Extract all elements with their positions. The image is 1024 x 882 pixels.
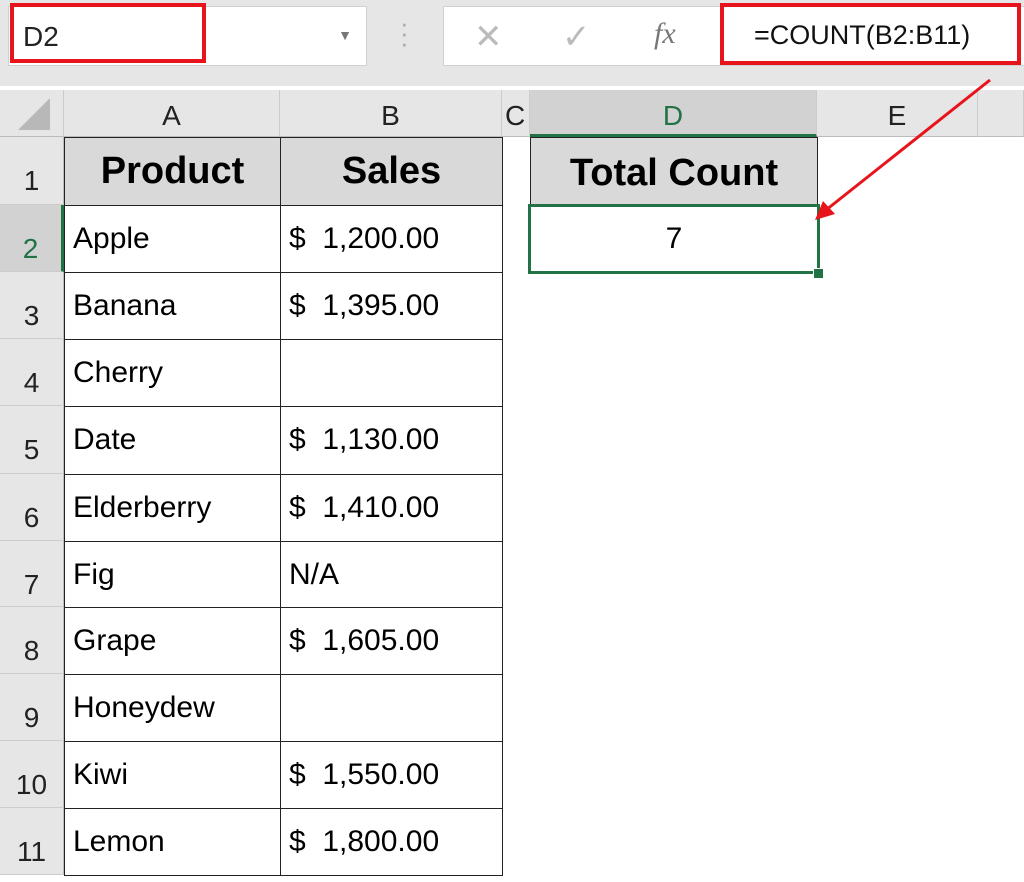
fill-handle[interactable] (813, 268, 824, 279)
row-header-10[interactable]: 10 (0, 741, 64, 808)
row-header-5[interactable]: 5 (0, 406, 64, 474)
row-header-3[interactable]: 3 (0, 272, 64, 339)
product-header[interactable]: Product (64, 137, 281, 206)
row-header-2[interactable]: 2 (0, 205, 64, 272)
x-icon[interactable]: ✕ (474, 18, 503, 56)
sales-cell[interactable]: $ 1,200.00 (280, 205, 503, 273)
product-cell[interactable]: Lemon (64, 808, 281, 876)
sales-cell[interactable]: $ 1,550.00 (280, 741, 503, 809)
fx-icon[interactable]: fx (654, 17, 676, 50)
name-box-value: D2 (23, 21, 59, 52)
select-all-corner[interactable] (0, 90, 64, 137)
column-header-e[interactable]: E (817, 90, 978, 137)
formula-bar: D2 ▼ · · · ✕ ✓ fx =COUNT(B2:B11) (0, 0, 1024, 86)
column-header-f[interactable] (978, 90, 1024, 137)
row-header-11[interactable]: 11 (0, 808, 64, 875)
row-header-7[interactable]: 7 (0, 541, 64, 607)
formula-text: =COUNT(B2:B11) (754, 20, 971, 50)
name-box[interactable]: D2 ▼ (8, 6, 367, 66)
sales-header[interactable]: Sales (280, 137, 503, 206)
row-header-6[interactable]: 6 (0, 474, 64, 541)
name-box-highlight (10, 3, 206, 63)
row-header-4[interactable]: 4 (0, 339, 64, 406)
product-cell[interactable]: Elderberry (64, 474, 281, 542)
row-header-1[interactable]: 1 (0, 137, 64, 205)
drag-handle-icon[interactable]: · · · (400, 8, 409, 58)
chevron-down-icon[interactable]: ▼ (338, 27, 352, 43)
formula-highlight (720, 3, 1021, 65)
column-header-c[interactable]: C (502, 90, 530, 137)
sales-cell[interactable]: $ 1,395.00 (280, 272, 503, 340)
row-header-9[interactable]: 9 (0, 674, 64, 741)
row-header-8[interactable]: 8 (0, 607, 64, 674)
total-count-header[interactable]: Total Count (530, 137, 818, 206)
column-header-d[interactable]: D (530, 90, 817, 137)
check-icon[interactable]: ✓ (562, 18, 591, 56)
total-count-cell[interactable]: 7 (528, 204, 820, 274)
column-header-b[interactable]: B (280, 90, 502, 137)
column-header-a[interactable]: A (64, 90, 280, 137)
formula-input[interactable]: ✕ ✓ fx (443, 6, 1024, 66)
sales-cell[interactable]: $ 1,800.00 (280, 808, 503, 876)
